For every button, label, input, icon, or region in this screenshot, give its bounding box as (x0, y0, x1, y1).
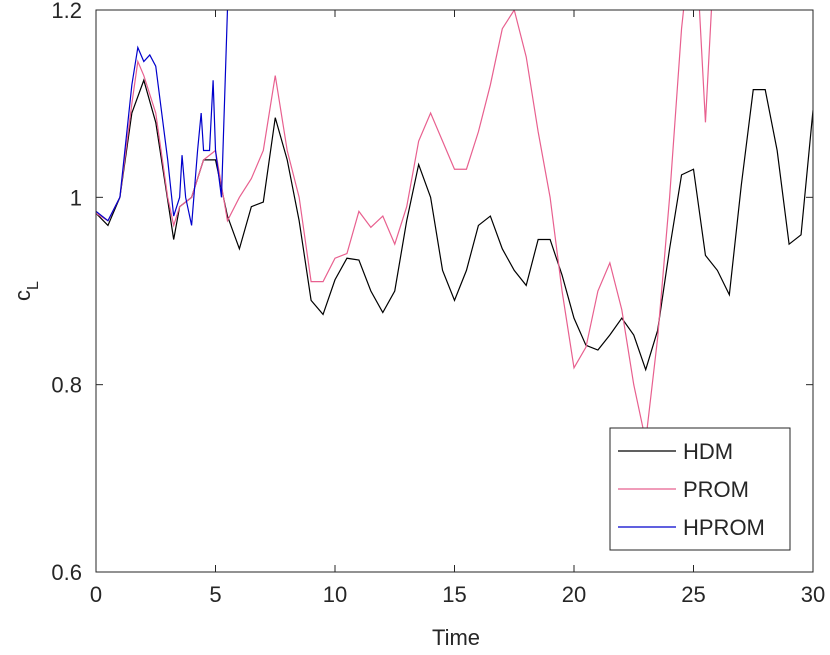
y-tick-label: 1 (70, 185, 82, 210)
series-line (96, 10, 229, 226)
x-tick-label: 15 (442, 582, 466, 607)
legend-label: HPROM (683, 515, 765, 540)
x-tick-label: 30 (801, 582, 825, 607)
x-axis-label: Time (432, 625, 480, 650)
x-tick-label: 5 (209, 582, 221, 607)
x-tick-label: 0 (90, 582, 102, 607)
y-tick-label: 0.8 (51, 373, 82, 398)
y-label-sub: L (25, 281, 42, 290)
y-tick-label: 1.2 (51, 0, 82, 23)
series-line (96, 78, 813, 372)
x-tick-label: 25 (681, 582, 705, 607)
series-line (96, 10, 713, 441)
x-tick-label: 20 (562, 582, 586, 607)
x-tick-label: 10 (323, 582, 347, 607)
legend-label: PROM (683, 477, 749, 502)
legend-label: HDM (683, 439, 733, 464)
y-label-main: c (10, 290, 35, 301)
y-tick-label: 0.6 (51, 560, 82, 585)
plot-frame (95, 9, 814, 573)
y-axis-label: cL (10, 281, 42, 301)
